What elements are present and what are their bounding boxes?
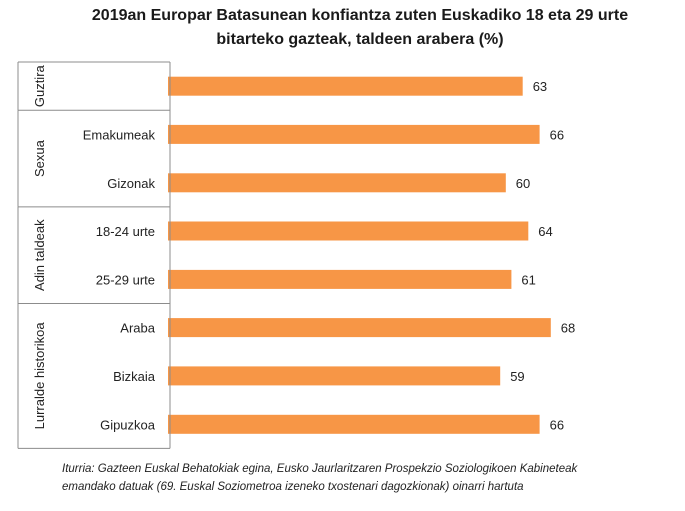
category-label: Bizkaia (113, 369, 156, 384)
source-line1: Iturria: Gazteen Euskal Behatokiak egina… (62, 463, 578, 475)
data-label: 64 (538, 224, 552, 239)
bar (168, 124, 540, 144)
data-label: 60 (516, 176, 530, 191)
bar (168, 269, 512, 289)
bar-chart: 63 66 Emakumeak 60 Gizonak 64 18-24 urte 61 25-2… (17, 61, 575, 449)
group-label: Adin taldeak (32, 219, 47, 291)
category-label: Araba (120, 321, 155, 336)
bar (168, 366, 501, 386)
data-label: 59 (510, 369, 524, 384)
category-label: 25-29 urte (96, 272, 155, 287)
source-note: Iturria: Gazteen Euskal Behatokiak egina… (62, 460, 682, 496)
category-label: Emakumeak (83, 127, 156, 142)
category-label: Gipuzkoa (100, 417, 156, 432)
bar (168, 173, 506, 193)
chart-title-line1: 2019an Europar Batasunean konfiantza zut… (91, 7, 629, 24)
bar (168, 76, 523, 96)
category-label: 18-24 urte (96, 224, 155, 239)
group-label: Lurralde historikoa (32, 322, 47, 430)
source-line2: emandako datuak (69. Euskal Soziometroa … (62, 481, 524, 493)
data-label: 66 (550, 127, 564, 142)
data-label: 66 (550, 417, 564, 432)
data-label: 61 (521, 272, 535, 287)
group-label: Sexua (32, 139, 47, 177)
group-label: Guztira (32, 64, 47, 107)
bar (168, 414, 540, 434)
chart-title: 2019an Europar Batasunean konfiantza zut… (40, 4, 680, 52)
data-label: 63 (533, 79, 547, 94)
bar (168, 318, 551, 338)
bar (168, 221, 529, 241)
data-label: 68 (561, 321, 575, 336)
category-label: Gizonak (107, 176, 155, 191)
chart-title-line2: bitarteko gazteak, taldeen arabera (%) (216, 31, 504, 48)
